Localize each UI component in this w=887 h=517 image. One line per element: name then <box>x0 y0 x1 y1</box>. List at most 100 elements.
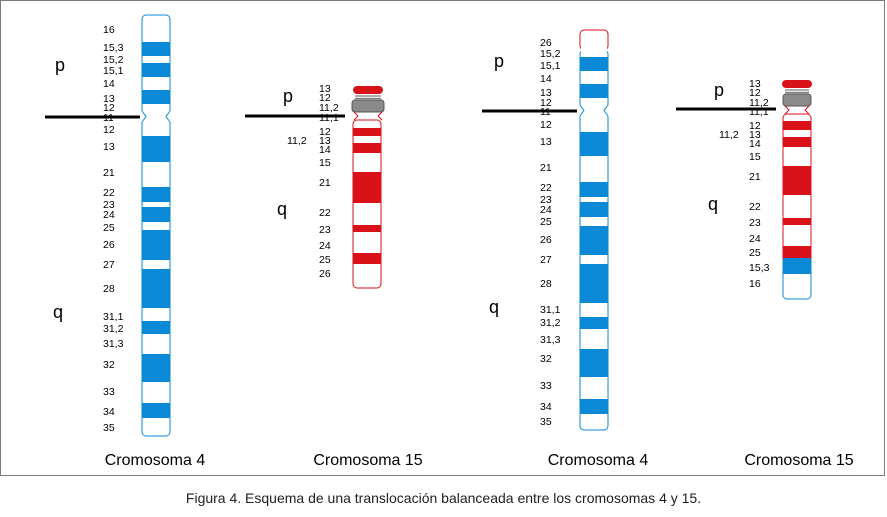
band-label: 14 <box>319 144 331 156</box>
band-label: 26 <box>103 239 115 251</box>
band-label: 15,1 <box>540 60 561 72</box>
band-label: 21 <box>540 162 552 174</box>
band-label: 24 <box>749 233 761 245</box>
band-label: 35 <box>540 416 552 428</box>
band-label: 11 <box>103 112 114 124</box>
band-label: 11,1 <box>749 106 769 118</box>
karyotype-diagram: 16 15,3 15,2 15,1 14 13 12 11 12 13 21 2… <box>45 14 854 469</box>
chromosome-15-derivative: 13 12 11,2 11,1 12 11,2 13 14 15 21 22 2… <box>676 78 854 469</box>
centromere <box>353 111 383 121</box>
band-label: 31,2 <box>103 323 124 335</box>
band-label: 32 <box>103 359 115 371</box>
band-label: 34 <box>540 401 552 413</box>
band-marks <box>142 42 170 418</box>
band-label: 23 <box>319 224 331 236</box>
satellite <box>782 80 812 88</box>
band-label: 25 <box>749 247 761 259</box>
band-label: 34 <box>103 406 115 418</box>
arm-label-p: p <box>55 55 65 75</box>
band-label: 27 <box>103 259 115 271</box>
band-label: 13 <box>749 78 761 90</box>
band-label: 28 <box>540 278 552 290</box>
chromosome-15-normal: 13 12 11,2 11,1 12 11,2 13 14 15 21 22 2… <box>245 83 423 469</box>
band-label: 22 <box>540 182 552 194</box>
band-label: 12 <box>319 126 331 138</box>
centromere <box>579 104 609 117</box>
band-label: 26 <box>540 37 552 49</box>
band-label: 26 <box>540 234 552 246</box>
band-mark-blue <box>783 258 811 274</box>
chromosome-4-derivative: 26 15,2 15,1 14 13 12 11 12 13 21 22 23 … <box>482 29 649 469</box>
band-label: 24 <box>540 204 552 216</box>
band-label: 27 <box>540 254 552 266</box>
band-label: 14 <box>749 138 761 150</box>
band-label: 25 <box>319 254 331 266</box>
band-label: 31,3 <box>103 338 124 350</box>
band-marks <box>580 57 608 414</box>
arm-label-q: q <box>277 199 287 219</box>
band-label: 12 <box>749 87 761 99</box>
band-label: 12 <box>540 97 552 109</box>
arm-label-p: p <box>494 51 504 71</box>
band-label: 11 <box>540 106 551 118</box>
band-label: 15 <box>319 157 331 169</box>
centromere <box>784 105 810 115</box>
short-arm <box>782 93 812 107</box>
chromosome-title: Cromosoma 15 <box>744 452 853 469</box>
band-label: 15,2 <box>103 54 124 66</box>
chromosome-4-normal: 16 15,3 15,2 15,1 14 13 12 11 12 13 21 2… <box>45 14 206 469</box>
band-marks <box>353 128 381 264</box>
band-label: 31,2 <box>540 317 561 329</box>
band-label: 23 <box>749 217 761 229</box>
band-label: 15 <box>749 151 761 163</box>
band-label: 26 <box>319 268 331 280</box>
band-labels: 16 15,3 15,2 15,1 14 13 12 11 12 13 21 2… <box>103 24 124 434</box>
band-label: 15,3 <box>749 262 770 274</box>
band-label: 24 <box>103 209 115 221</box>
band-label: 31,1 <box>540 304 561 316</box>
band-label: 11,2 <box>719 129 739 141</box>
band-label: 13 <box>103 93 115 105</box>
short-arm <box>351 99 385 113</box>
junction-cover <box>581 46 607 54</box>
arm-label-q: q <box>489 297 499 317</box>
arm-label-q: q <box>708 194 718 214</box>
band-label: 12 <box>749 120 761 132</box>
band-label: 13 <box>319 135 331 147</box>
chromosome-title: Cromosoma 4 <box>105 452 206 469</box>
band-labels: 26 15,2 15,1 14 13 12 11 12 13 21 22 23 … <box>540 37 561 428</box>
band-label: 31,1 <box>103 311 124 323</box>
band-label: 12 <box>319 92 331 104</box>
band-label: 23 <box>103 199 115 211</box>
band-labels: 13 12 11,2 11,1 12 11,2 13 14 15 21 22 2… <box>287 83 339 280</box>
band-label: 32 <box>540 353 552 365</box>
band-label: 28 <box>103 283 115 295</box>
band-labels: 13 12 11,2 11,1 12 11,2 13 14 15 21 22 2… <box>719 78 770 290</box>
band-label: 12 <box>540 119 552 131</box>
band-label: 13 <box>103 141 115 153</box>
band-label: 16 <box>749 278 761 290</box>
band-label: 13 <box>749 129 761 141</box>
figure-caption: Figura 4. Esquema de una translocación b… <box>185 490 702 506</box>
band-label: 15,1 <box>103 65 124 77</box>
band-label: 22 <box>319 207 331 219</box>
band-label: 14 <box>540 73 552 85</box>
stalk <box>355 95 381 100</box>
band-label: 11,2 <box>319 102 339 114</box>
band-label: 15,3 <box>103 42 124 54</box>
band-label: 33 <box>540 380 552 392</box>
chromosome-title: Cromosoma 4 <box>548 452 649 469</box>
band-label: 13 <box>319 83 331 95</box>
band-label: 21 <box>749 171 761 183</box>
band-label: 33 <box>103 386 115 398</box>
band-label: 15,2 <box>540 48 561 60</box>
band-label: 16 <box>103 24 115 36</box>
satellite <box>353 86 383 94</box>
band-label: 11,2 <box>749 97 769 109</box>
band-label: 25 <box>540 216 552 228</box>
band-label: 25 <box>103 222 115 234</box>
band-label: 35 <box>103 422 115 434</box>
arm-label-q: q <box>53 302 63 322</box>
band-label: 21 <box>319 177 331 189</box>
band-label: 21 <box>103 167 115 179</box>
